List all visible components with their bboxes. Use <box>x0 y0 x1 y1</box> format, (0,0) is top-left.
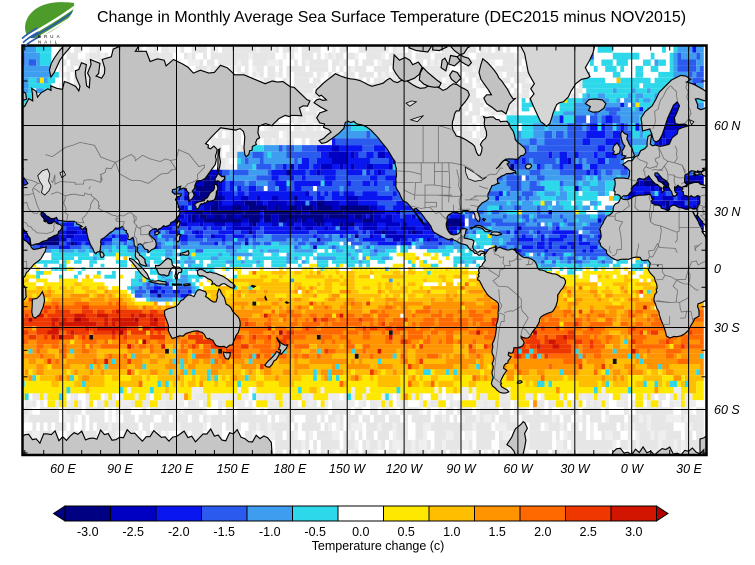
svg-text:-2.0: -2.0 <box>168 525 190 539</box>
svg-text:60 S: 60 S <box>714 403 740 417</box>
svg-text:30 N: 30 N <box>714 205 741 219</box>
svg-text:60 W: 60 W <box>503 462 533 476</box>
svg-text:180 E: 180 E <box>274 462 307 476</box>
svg-text:2.5: 2.5 <box>580 525 597 539</box>
svg-text:0 W: 0 W <box>621 462 644 476</box>
svg-text:BRUA: BRUA <box>38 34 63 39</box>
svg-text:30 S: 30 S <box>714 321 740 335</box>
svg-text:-0.5: -0.5 <box>304 525 326 539</box>
svg-text:120 E: 120 E <box>161 462 194 476</box>
svg-text:150 W: 150 W <box>329 462 366 476</box>
svg-text:0.0: 0.0 <box>352 525 369 539</box>
svg-text:-3.0: -3.0 <box>77 525 99 539</box>
svg-text:30 W: 30 W <box>560 462 590 476</box>
svg-text:-1.0: -1.0 <box>259 525 281 539</box>
svg-text:2.0: 2.0 <box>534 525 551 539</box>
svg-text:3.0: 3.0 <box>625 525 642 539</box>
svg-text:1.5: 1.5 <box>489 525 506 539</box>
svg-text:-1.5: -1.5 <box>213 525 235 539</box>
svg-text:-2.5: -2.5 <box>122 525 144 539</box>
svg-text:30 E: 30 E <box>676 462 702 476</box>
svg-text:Temperature change (c): Temperature change (c) <box>312 539 445 553</box>
svg-text:150 E: 150 E <box>217 462 250 476</box>
svg-text:1.0: 1.0 <box>443 525 460 539</box>
svg-text:60 E: 60 E <box>50 462 76 476</box>
svg-text:Change in Monthly Average Sea: Change in Monthly Average Sea Surface Te… <box>97 9 686 26</box>
svg-text:120 W: 120 W <box>386 462 423 476</box>
svg-text:0: 0 <box>714 262 721 276</box>
svg-text:0.5: 0.5 <box>398 525 415 539</box>
svg-text:90 E: 90 E <box>107 462 133 476</box>
svg-text:60 N: 60 N <box>714 119 741 133</box>
svg-text:NAIL: NAIL <box>38 39 60 44</box>
svg-text:90 W: 90 W <box>446 462 476 476</box>
